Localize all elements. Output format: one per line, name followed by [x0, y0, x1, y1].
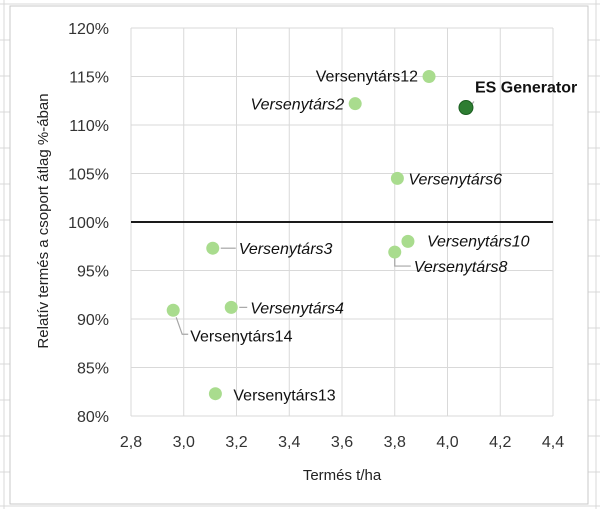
- x-tick-label: 4,4: [542, 434, 564, 451]
- x-tick-label: 3,8: [384, 434, 406, 451]
- label-leader-line: [175, 317, 189, 335]
- point-label: Versenytárs3: [239, 241, 333, 258]
- y-tick-label: 90%: [77, 312, 109, 329]
- data-point: [348, 97, 362, 111]
- data-point: [401, 234, 415, 248]
- x-tick-label: 3,6: [331, 434, 353, 451]
- y-axis-ticks: 80% 85% 90% 95% 100% 105% 110% 115% 120%: [68, 21, 109, 426]
- y-tick-label: 110%: [69, 118, 109, 135]
- point-label: ES Generator: [475, 80, 577, 97]
- x-axis-ticks: 2,8 3,0 3,2 3,4 3,6 3,8 4,0 4,2 4,4: [120, 434, 564, 451]
- point-label: Versenytárs13: [233, 388, 335, 405]
- x-tick-label: 4,0: [436, 434, 458, 451]
- x-tick-label: 3,4: [278, 434, 300, 451]
- y-tick-label: 80%: [77, 409, 109, 426]
- point-label: Versenytárs14: [190, 328, 292, 345]
- y-axis-title: Relatív termés a csoport átlag %-ában: [35, 93, 52, 348]
- data-point: [388, 245, 402, 259]
- data-points: [166, 70, 474, 401]
- point-label: Versenytárs10: [427, 233, 530, 250]
- x-tick-label: 3,2: [225, 434, 247, 451]
- y-tick-label: 85%: [77, 361, 109, 378]
- data-point: [206, 241, 220, 255]
- point-label: Versenytárs12: [316, 69, 418, 86]
- x-tick-label: 2,8: [120, 434, 142, 451]
- data-point: [390, 171, 404, 185]
- data-point: [224, 300, 238, 314]
- point-label: Versenytárs6: [408, 171, 502, 188]
- y-tick-label: 120%: [68, 21, 109, 38]
- x-tick-label: 4,2: [489, 434, 511, 451]
- data-point-es-generator: [458, 100, 474, 116]
- x-axis-title: Termés t/ha: [303, 467, 382, 484]
- point-labels: ES Generator Versenytárs12 Versenytárs2 Ver…: [190, 69, 577, 405]
- y-tick-label: 115%: [69, 70, 109, 87]
- data-point: [166, 303, 180, 317]
- y-tick-label: 100%: [68, 215, 109, 232]
- x-tick-label: 3,0: [173, 434, 195, 451]
- point-label: Versenytárs8: [414, 259, 508, 276]
- chart-area: [9, 5, 589, 505]
- label-leader-line: [394, 258, 411, 267]
- point-label: Versenytárs2: [251, 97, 345, 114]
- data-point: [208, 387, 222, 401]
- data-point: [422, 70, 436, 83]
- y-tick-label: 95%: [77, 264, 109, 281]
- point-label: Versenytárs4: [250, 300, 344, 317]
- y-tick-label: 105%: [68, 167, 109, 184]
